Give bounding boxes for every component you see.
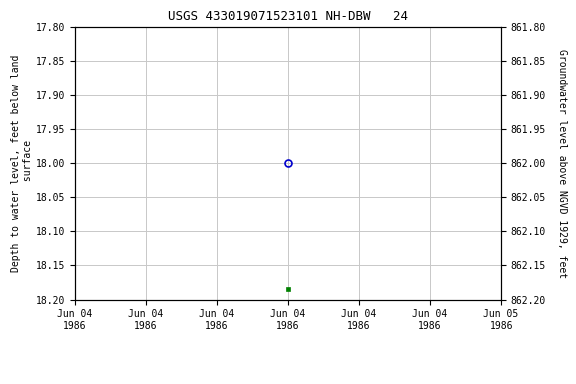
Y-axis label: Depth to water level, feet below land
 surface: Depth to water level, feet below land su… xyxy=(12,55,33,272)
Title: USGS 433019071523101 NH-DBW   24: USGS 433019071523101 NH-DBW 24 xyxy=(168,10,408,23)
Y-axis label: Groundwater level above NGVD 1929, feet: Groundwater level above NGVD 1929, feet xyxy=(557,49,567,278)
